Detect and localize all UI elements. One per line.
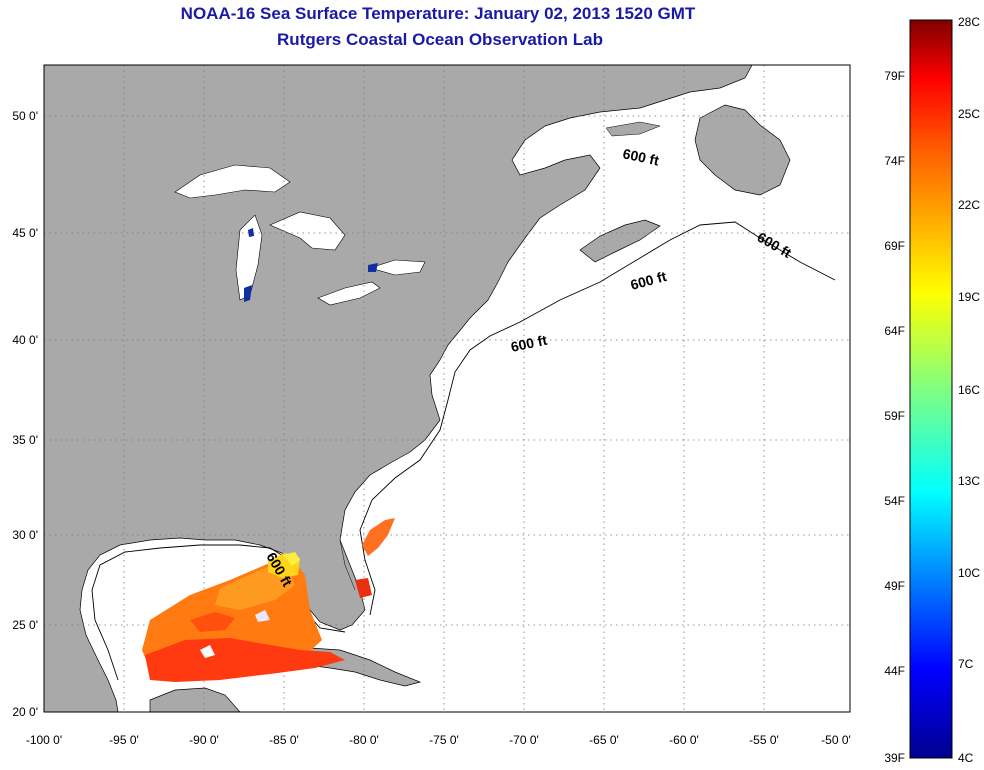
lon-tick-label: -60 0'	[669, 733, 699, 747]
lon-tick-label: -65 0'	[589, 733, 619, 747]
lat-tick-label: 20 0'	[12, 705, 38, 719]
lat-tick-label: 40 0'	[12, 333, 38, 347]
map-subtitle: Rutgers Coastal Ocean Observation Lab	[277, 30, 603, 49]
lon-tick-label: -90 0'	[189, 733, 219, 747]
colorbar-fahrenheit-label: 54F	[884, 494, 905, 508]
colorbar-celsius-label: 16C	[958, 383, 980, 397]
colorbar-celsius-label: 7C	[958, 657, 974, 671]
colorbar-fahrenheit-label: 59F	[884, 409, 905, 423]
lat-tick-label: 50 0'	[12, 109, 38, 123]
lon-tick-label: -95 0'	[109, 733, 139, 747]
lat-axis: 20 0' 25 0' 30 0' 35 0' 40 0' 45 0' 50 0…	[12, 109, 38, 719]
lon-tick-label: -75 0'	[429, 733, 459, 747]
colorbar-fahrenheit-label: 39F	[884, 751, 905, 765]
land-newfoundland	[694, 104, 791, 196]
colorbar-celsius-label: 4C	[958, 751, 974, 765]
land-anticosti	[605, 121, 661, 137]
colorbar: 28C 25C 22C 19C 16C 13C 10C 7C 4C 79F 74…	[884, 15, 980, 765]
colorbar-fahrenheit-label: 69F	[884, 239, 905, 253]
contour-label-600ft: 600 ft	[621, 145, 660, 168]
contour-label-600ft: 600 ft	[509, 332, 548, 355]
land-yucatan	[149, 687, 241, 712]
sst-lakes	[244, 228, 378, 302]
lon-tick-label: -55 0'	[749, 733, 779, 747]
colorbar-celsius-label: 19C	[958, 290, 980, 304]
colorbar-fahrenheit-label: 74F	[884, 154, 905, 168]
lon-tick-label: -100 0'	[26, 733, 62, 747]
colorbar-fahrenheit-label: 49F	[884, 579, 905, 593]
lon-tick-label: -85 0'	[269, 733, 299, 747]
colorbar-celsius-label: 25C	[958, 107, 980, 121]
colorbar-celsius-label: 10C	[958, 566, 980, 580]
colorbar-celsius-label: 22C	[958, 198, 980, 212]
lon-tick-label: -80 0'	[349, 733, 379, 747]
colorbar-celsius-label: 28C	[958, 15, 980, 29]
land-north-america	[44, 65, 753, 712]
colorbar-fahrenheit-label: 44F	[884, 664, 905, 678]
great-lakes	[174, 164, 426, 306]
lat-tick-label: 35 0'	[12, 433, 38, 447]
map-title: NOAA-16 Sea Surface Temperature: January…	[180, 4, 696, 23]
lat-tick-label: 45 0'	[12, 226, 38, 240]
lon-tick-label: -70 0'	[509, 733, 539, 747]
land-nova-scotia	[579, 219, 661, 263]
sst-swath	[142, 518, 395, 682]
lon-tick-label: -50 0'	[821, 733, 851, 747]
lat-tick-label: 30 0'	[12, 528, 38, 542]
colorbar-gradient	[909, 19, 953, 759]
colorbar-celsius-label: 13C	[958, 474, 980, 488]
lon-axis: -100 0' -95 0' -90 0' -85 0' -80 0' -75 …	[26, 733, 851, 747]
colorbar-fahrenheit-label: 79F	[884, 69, 905, 83]
map-frame	[43, 64, 851, 713]
lat-tick-label: 25 0'	[12, 618, 38, 632]
graticule	[44, 65, 850, 712]
colorbar-fahrenheit-label: 64F	[884, 324, 905, 338]
